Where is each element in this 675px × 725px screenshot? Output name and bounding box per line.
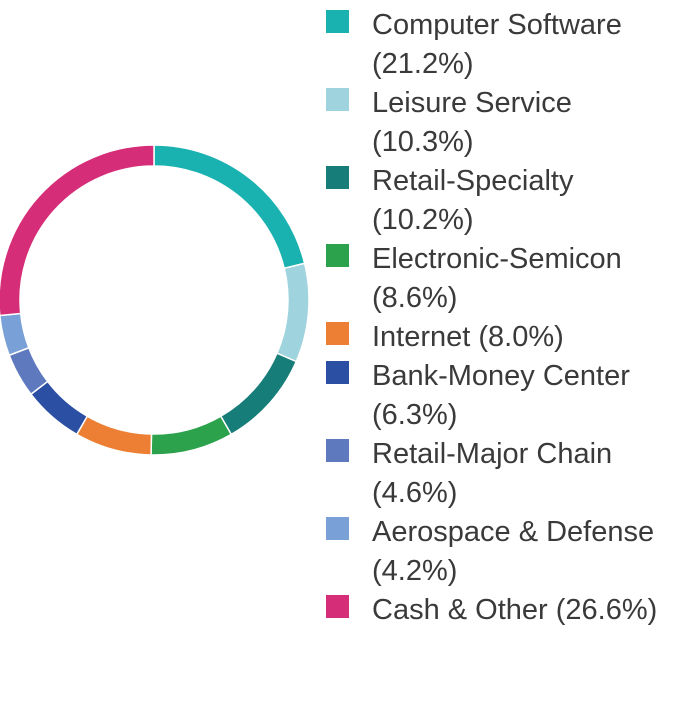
donut-slice-5 xyxy=(29,380,89,436)
legend-label: Bank-Money Center (6.3%) xyxy=(372,360,630,431)
donut-slice-0 xyxy=(153,144,306,270)
legend-swatch xyxy=(326,439,349,462)
legend-label: Cash & Other (26.6%) xyxy=(372,594,658,626)
legend-swatch xyxy=(326,322,349,345)
legend-item: Bank-Money Center (6.3%) xyxy=(324,357,675,435)
legend-swatch xyxy=(326,595,349,618)
legend-swatch xyxy=(326,244,349,267)
legend-item: Retail-Major Chain (4.6%) xyxy=(324,435,675,513)
legend-label: Internet (8.0%) xyxy=(372,321,564,353)
legend-swatch xyxy=(326,166,349,189)
donut-chart xyxy=(0,144,310,456)
legend-item: Electronic-Semicon (8.6%) xyxy=(324,240,675,318)
legend-label: Retail-Major Chain (4.6%) xyxy=(372,438,613,509)
legend-item: Aerospace & Defense (4.2%) xyxy=(324,513,675,591)
legend-swatch xyxy=(326,517,349,540)
legend-label: Aerospace & Defense (4.2%) xyxy=(372,516,655,587)
legend-item: Internet (8.0%) xyxy=(324,318,675,357)
donut-slice-1 xyxy=(275,262,310,363)
legend-label: Leisure Service (10.3%) xyxy=(372,87,572,158)
legend-swatch xyxy=(326,10,349,33)
legend-item: Cash & Other (26.6%) xyxy=(324,591,675,630)
donut-slice-7 xyxy=(0,312,30,357)
legend-swatch xyxy=(326,361,349,384)
legend-item: Computer Software (21.2%) xyxy=(324,6,675,84)
donut-slice-3 xyxy=(150,415,233,456)
donut-slice-2 xyxy=(219,352,298,436)
legend-label: Retail-Specialty (10.2%) xyxy=(372,165,574,236)
donut-slice-8 xyxy=(0,144,155,317)
legend-label: Electronic-Semicon (8.6%) xyxy=(372,243,622,314)
legend-item: Leisure Service (10.3%) xyxy=(324,84,675,162)
donut-slice-4 xyxy=(75,415,153,456)
legend-swatch xyxy=(326,88,349,111)
chart-legend: Computer Software (21.2%) Leisure Service… xyxy=(324,6,675,630)
legend-item: Retail-Specialty (10.2%) xyxy=(324,162,675,240)
legend-label: Computer Software (21.2%) xyxy=(372,9,622,80)
